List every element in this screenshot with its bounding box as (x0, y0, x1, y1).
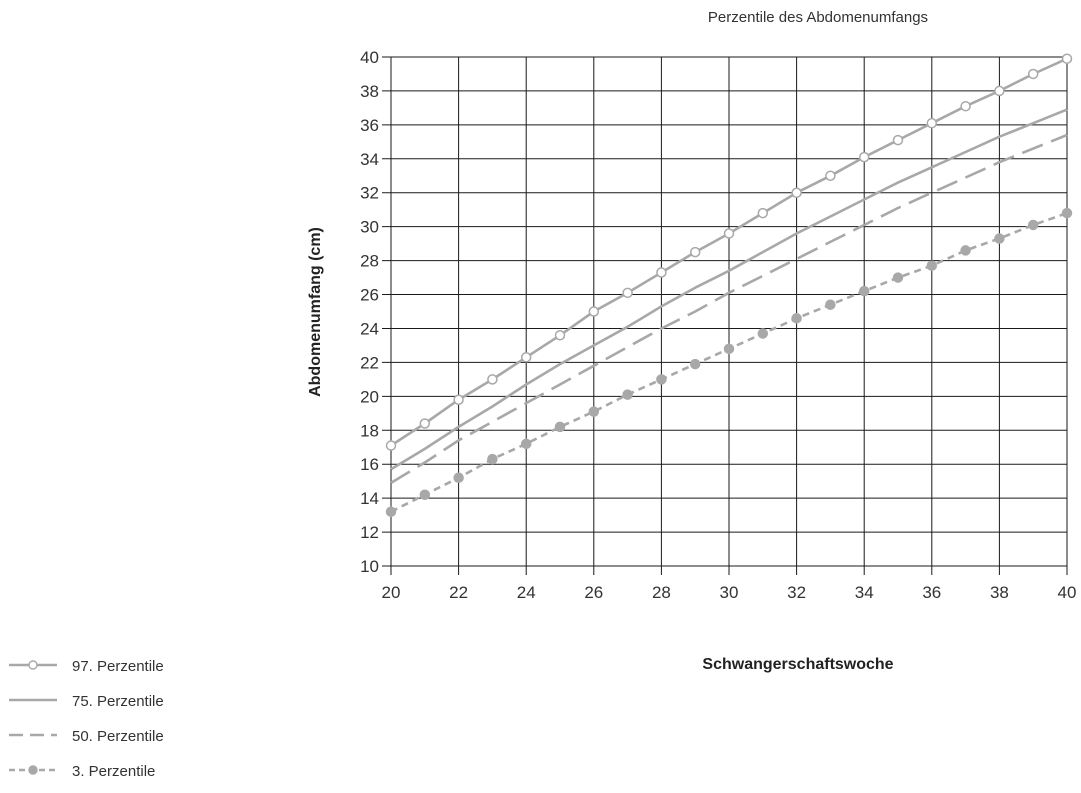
x-tick-label-24: 24 (517, 583, 536, 602)
y-tick-label-38: 38 (360, 82, 379, 101)
series-4-point-20 (385, 506, 397, 517)
series-1-point-25 (554, 330, 566, 341)
series-4-point-39 (1027, 219, 1039, 231)
series-3 (390, 133, 1068, 485)
y-tick-label-32: 32 (360, 184, 379, 203)
chart-title: Perzentile des Abdomenumfangs (708, 9, 928, 26)
x-axis-title: Schwangerschaftswoche (702, 656, 893, 673)
series-1-point-26 (588, 306, 600, 317)
legend-marker-4 (28, 765, 38, 775)
x-tick-label-38: 38 (990, 583, 1009, 602)
y-tick-label-20: 20 (360, 387, 379, 406)
series-4-point-25 (554, 421, 566, 433)
series-1-point-29 (689, 246, 701, 258)
legend-item-4: 3. Perzentile (9, 763, 155, 780)
series-1-point-28 (656, 267, 667, 278)
series-4 (385, 207, 1073, 517)
y-tick-label-10: 10 (360, 557, 379, 576)
y-tick-label-30: 30 (360, 218, 379, 237)
series-1-point-20 (385, 440, 397, 451)
legend-label-2: 75. Perzentile (72, 693, 164, 710)
series-1-point-22 (453, 394, 464, 405)
series-1-point-33 (825, 170, 836, 182)
series-1-point-31 (757, 207, 769, 219)
series-1 (385, 53, 1073, 451)
series-4-point-24 (520, 438, 532, 450)
legend-marker-1 (28, 660, 38, 670)
series-1-point-21 (419, 418, 431, 429)
y-tick-label-36: 36 (360, 116, 379, 135)
series-4-point-32 (791, 313, 802, 324)
series-2 (390, 108, 1068, 471)
legend-item-1: 97. Perzentile (9, 658, 164, 675)
series-4-point-21 (419, 489, 431, 500)
series-4-point-27 (622, 389, 633, 400)
x-tick-label-40: 40 (1058, 583, 1077, 602)
y-tick-label-16: 16 (360, 455, 379, 474)
grid (382, 56, 1068, 575)
series-1-point-39 (1027, 68, 1039, 80)
y-tick-label-28: 28 (360, 252, 379, 271)
series-1-point-34 (858, 151, 870, 163)
x-axis-ticks: 20 22 24 26 28 30 32 34 36 38 40 (382, 583, 1077, 602)
series-1-point-30 (723, 228, 735, 239)
x-tick-label-34: 34 (855, 583, 874, 602)
series-4-point-34 (858, 285, 870, 297)
legend-label-3: 50. Perzentile (72, 728, 164, 745)
series-4-point-36 (926, 260, 938, 271)
y-tick-label-40: 40 (360, 48, 379, 67)
legend: 97. Perzentile 75. Perzentile 50. Perzenti… (9, 658, 164, 780)
y-tick-label-14: 14 (360, 489, 379, 508)
series-line-2 (390, 108, 1068, 471)
series-1-point-23 (487, 374, 498, 385)
y-tick-label-22: 22 (360, 353, 379, 372)
series-1-point-27 (622, 287, 633, 299)
series-4-point-22 (453, 472, 464, 484)
series-1-point-40 (1061, 53, 1073, 64)
series-4-point-38 (994, 233, 1005, 244)
y-axis-ticks: 10 12 14 16 18 20 22 24 26 28 30 32 34 36 38 40 (360, 48, 379, 576)
series-4-point-35 (892, 272, 904, 283)
y-axis-title: Abdomenumfang (cm) (307, 227, 324, 397)
y-tick-label-26: 26 (360, 286, 379, 305)
x-tick-label-26: 26 (584, 583, 603, 602)
series-4-point-31 (757, 328, 769, 339)
y-tick-label-34: 34 (360, 150, 379, 169)
legend-label-4: 3. Perzentile (72, 763, 155, 780)
series-4-point-40 (1061, 207, 1073, 219)
legend-item-2: 75. Perzentile (9, 693, 164, 710)
series-4-point-37 (960, 245, 971, 256)
y-tick-label-24: 24 (360, 319, 379, 338)
series-4-point-23 (487, 453, 498, 465)
series-1-point-37 (960, 100, 971, 112)
series-1-point-36 (926, 117, 938, 129)
x-tick-label-36: 36 (922, 583, 941, 602)
series-4-point-30 (723, 343, 735, 355)
series-1-point-38 (994, 85, 1005, 97)
legend-item-3: 50. Perzentile (9, 728, 164, 745)
series-lines (385, 53, 1073, 517)
series-4-point-29 (689, 358, 701, 370)
y-tick-label-18: 18 (360, 421, 379, 440)
series-4-point-28 (656, 374, 667, 385)
x-tick-label-28: 28 (652, 583, 671, 602)
series-4-point-33 (825, 299, 836, 310)
x-tick-label-30: 30 (720, 583, 739, 602)
x-tick-label-22: 22 (449, 583, 468, 602)
series-line-3 (390, 133, 1068, 485)
x-tick-label-32: 32 (787, 583, 806, 602)
series-4-point-26 (588, 406, 600, 417)
series-1-point-32 (791, 187, 802, 198)
x-tick-label-20: 20 (382, 583, 401, 602)
y-tick-label-12: 12 (360, 523, 379, 542)
series-1-point-35 (892, 134, 904, 146)
series-1-point-24 (520, 352, 532, 363)
legend-label-1: 97. Perzentile (72, 658, 164, 675)
